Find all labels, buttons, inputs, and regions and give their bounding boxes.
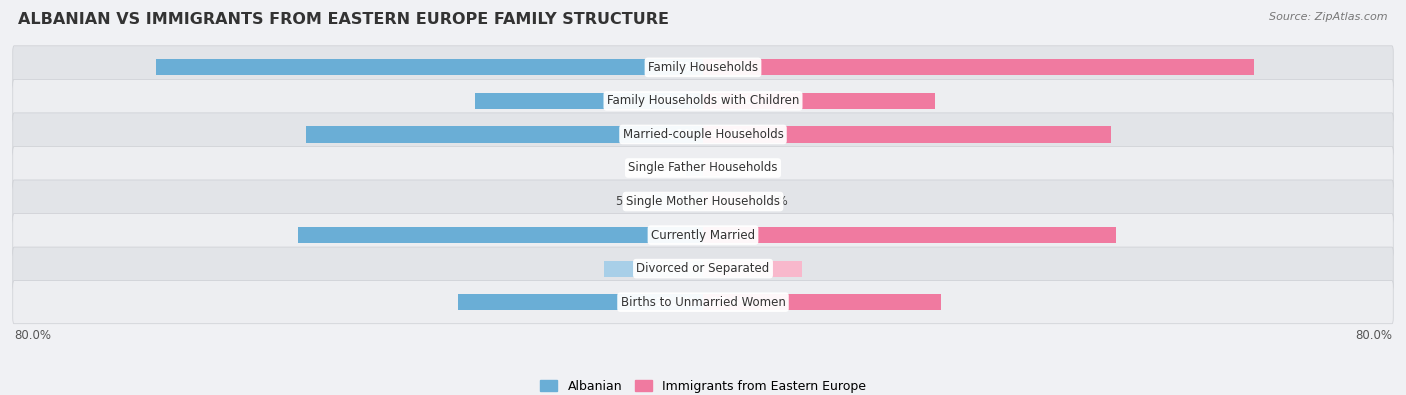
FancyBboxPatch shape <box>13 113 1393 156</box>
Text: 11.5%: 11.5% <box>655 262 696 275</box>
Bar <box>475 93 703 109</box>
Bar <box>703 194 751 210</box>
FancyBboxPatch shape <box>13 46 1393 89</box>
Text: 11.5%: 11.5% <box>710 262 751 275</box>
Text: 2.0%: 2.0% <box>727 162 756 175</box>
Text: Family Households with Children: Family Households with Children <box>607 94 799 107</box>
Bar <box>703 59 1254 75</box>
FancyBboxPatch shape <box>13 247 1393 290</box>
Text: Births to Unmarried Women: Births to Unmarried Women <box>620 296 786 308</box>
Bar <box>156 59 703 75</box>
Legend: Albanian, Immigrants from Eastern Europe: Albanian, Immigrants from Eastern Europe <box>534 375 872 395</box>
Bar <box>298 227 703 243</box>
Text: 46.1%: 46.1% <box>655 128 696 141</box>
Text: 64.0%: 64.0% <box>710 61 751 74</box>
Bar <box>605 261 703 277</box>
Text: Single Father Households: Single Father Households <box>628 162 778 175</box>
Text: 80.0%: 80.0% <box>14 329 51 342</box>
FancyBboxPatch shape <box>13 147 1393 190</box>
Bar <box>703 227 1116 243</box>
FancyBboxPatch shape <box>13 214 1393 257</box>
Bar <box>703 294 941 310</box>
Text: Single Mother Households: Single Mother Households <box>626 195 780 208</box>
Text: Family Households: Family Households <box>648 61 758 74</box>
Text: ALBANIAN VS IMMIGRANTS FROM EASTERN EUROPE FAMILY STRUCTURE: ALBANIAN VS IMMIGRANTS FROM EASTERN EURO… <box>18 12 669 27</box>
Text: 26.9%: 26.9% <box>710 94 751 107</box>
Text: 26.5%: 26.5% <box>655 94 696 107</box>
Bar <box>703 261 801 277</box>
Text: Currently Married: Currently Married <box>651 229 755 242</box>
Text: Source: ZipAtlas.com: Source: ZipAtlas.com <box>1270 12 1388 22</box>
Text: 63.5%: 63.5% <box>655 61 696 74</box>
Text: 28.5%: 28.5% <box>655 296 696 308</box>
Text: 27.6%: 27.6% <box>710 296 751 308</box>
Bar <box>652 194 703 210</box>
FancyBboxPatch shape <box>13 79 1393 122</box>
Text: 48.0%: 48.0% <box>710 229 751 242</box>
Text: 5.9%: 5.9% <box>616 195 645 208</box>
Bar <box>307 126 703 143</box>
Text: 2.0%: 2.0% <box>650 162 679 175</box>
FancyBboxPatch shape <box>13 280 1393 324</box>
Bar <box>686 160 703 176</box>
Text: 5.6%: 5.6% <box>758 195 787 208</box>
Text: 47.0%: 47.0% <box>655 229 696 242</box>
Bar <box>703 126 1111 143</box>
Text: 80.0%: 80.0% <box>1355 329 1392 342</box>
Bar <box>703 160 720 176</box>
Text: Divorced or Separated: Divorced or Separated <box>637 262 769 275</box>
FancyBboxPatch shape <box>13 180 1393 223</box>
Bar <box>457 294 703 310</box>
Text: 47.4%: 47.4% <box>710 128 751 141</box>
Text: Married-couple Households: Married-couple Households <box>623 128 783 141</box>
Bar <box>703 93 935 109</box>
